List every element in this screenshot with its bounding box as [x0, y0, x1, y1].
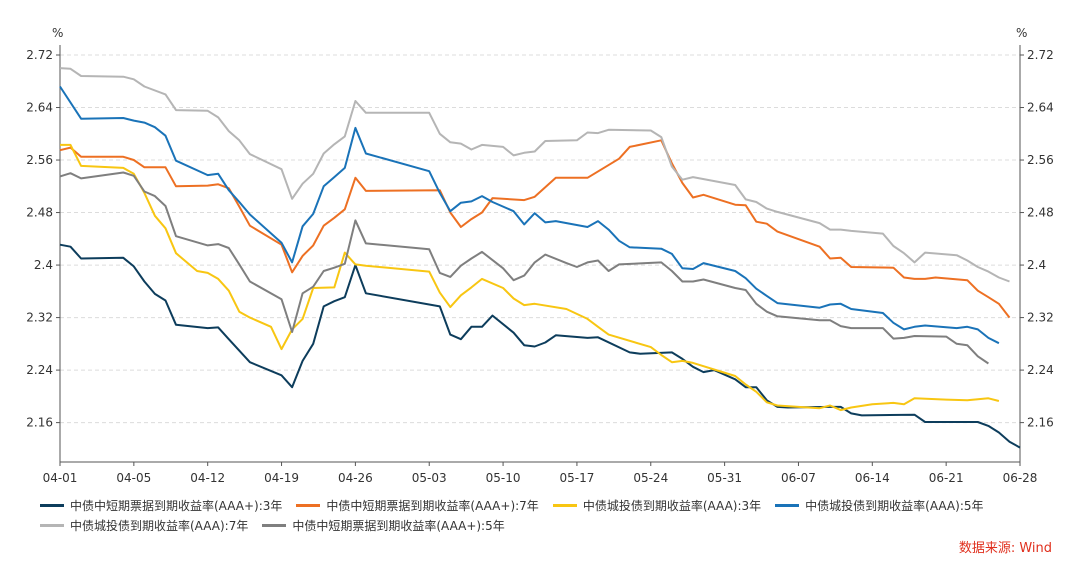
legend-swatch	[296, 503, 321, 507]
series-line-4	[59, 85, 1000, 345]
legend-row-1: 中债中短期票据到期收益率(AAA+):3年 中债中短期票据到期收益率(AAA+)…	[40, 495, 1070, 515]
y-tick-label-right: 2.16	[1027, 416, 1054, 430]
legend-item-mtn-7y: 中债中短期票据到期收益率(AAA+):7年	[296, 497, 539, 514]
y-tick-label-right: 2.64	[1027, 101, 1054, 115]
y-tick-label-left: 2.72	[26, 48, 53, 62]
legend-item-lgfv-3y: 中债城投债到期收益率(AAA):3年	[552, 497, 762, 514]
y-tick-label-right: 2.32	[1027, 311, 1054, 325]
legend-label: 中债中短期票据到期收益率(AAA+):5年	[292, 518, 505, 533]
series-line-5	[59, 67, 1010, 283]
x-tick-label: 04-01	[43, 471, 78, 485]
x-axis: 04-01 04-05 04-12 04-19 04-26 05-03 05-10 05-17…	[43, 461, 1038, 485]
yield-line-chart: % % 2.72 2.64 2.56 2.48 2.4 2.32 2.24 2.16 2.72…	[26, 26, 1054, 485]
x-tick-label: 06-14	[855, 471, 890, 485]
data-source-note: 数据来源: Wind	[958, 541, 1052, 556]
x-tick-label: 04-05	[116, 471, 151, 485]
y-tick-label-left: 2.48	[26, 206, 53, 220]
y-axis-right: 2.72 2.64 2.56 2.48 2.4 2.32 2.24 2.16	[1019, 45, 1054, 462]
x-tick-label: 05-24	[633, 471, 668, 485]
x-tick-label: 04-12	[190, 471, 225, 485]
series-lines	[59, 67, 1021, 449]
legend-item-lgfv-5y: 中债城投债到期收益率(AAA):5年	[775, 497, 984, 514]
x-tick-label: 05-17	[559, 471, 594, 485]
y-tick-label-right: 2.48	[1027, 206, 1054, 220]
legend-row-2: 中债城投债到期收益率(AAA):7年 中债中短期票据到期收益率(AAA+):5年	[40, 515, 1070, 535]
series-line-2	[59, 139, 1011, 319]
x-tick-label: 05-03	[412, 471, 447, 485]
y-tick-label-left: 2.32	[26, 311, 53, 325]
y-tick-label-right: 2.72	[1027, 48, 1054, 62]
legend-swatch	[40, 523, 64, 527]
legend: 中债中短期票据到期收益率(AAA+):3年 中债中短期票据到期收益率(AAA+)…	[40, 495, 1070, 535]
y-tick-label-right: 2.24	[1027, 363, 1054, 377]
gridlines	[60, 54, 1020, 424]
y-tick-label-left: 2.56	[26, 153, 53, 167]
x-tick-label: 06-07	[781, 471, 816, 485]
legend-label: 中债城投债到期收益率(AAA):5年	[805, 498, 984, 513]
legend-swatch	[262, 523, 287, 527]
legend-label: 中债城投债到期收益率(AAA):7年	[70, 518, 249, 533]
series-line-6	[59, 171, 989, 365]
legend-label: 中债中短期票据到期收益率(AAA+):7年	[326, 498, 539, 513]
y-tick-label-left: 2.4	[34, 258, 53, 272]
y-tick-label-right: 2.56	[1027, 153, 1054, 167]
legend-item-lgfv-7y: 中债城投债到期收益率(AAA):7年	[40, 517, 248, 534]
legend-swatch	[552, 503, 577, 507]
x-tick-label: 04-26	[338, 471, 373, 485]
y-tick-label-left: 2.64	[26, 101, 53, 115]
y-axis-left: 2.72 2.64 2.56 2.48 2.4 2.32 2.24 2.16	[26, 45, 61, 462]
series-line-3	[60, 143, 1000, 412]
x-tick-label: 06-21	[929, 471, 964, 485]
y-tick-label-right: 2.4	[1027, 258, 1046, 272]
y-tick-label-left: 2.24	[26, 363, 53, 377]
x-tick-label: 06-28	[1003, 471, 1038, 485]
legend-item-mtn-3y: 中债中短期票据到期收益率(AAA+):3年	[40, 497, 282, 514]
y-axis-unit-left: %	[52, 26, 63, 40]
series-line-1	[59, 243, 1021, 449]
x-tick-label: 04-19	[264, 471, 299, 485]
y-axis-unit-right: %	[1016, 26, 1027, 40]
legend-swatch	[40, 503, 64, 507]
x-tick-label: 05-10	[486, 471, 521, 485]
y-tick-label-left: 2.16	[26, 416, 53, 430]
legend-label: 中债城投债到期收益率(AAA):3年	[582, 498, 762, 513]
legend-label: 中债中短期票据到期收益率(AAA+):3年	[70, 498, 283, 513]
x-tick-label: 05-31	[707, 471, 742, 485]
legend-swatch	[775, 503, 800, 507]
legend-item-mtn-5y: 中债中短期票据到期收益率(AAA+):5年	[262, 517, 505, 534]
